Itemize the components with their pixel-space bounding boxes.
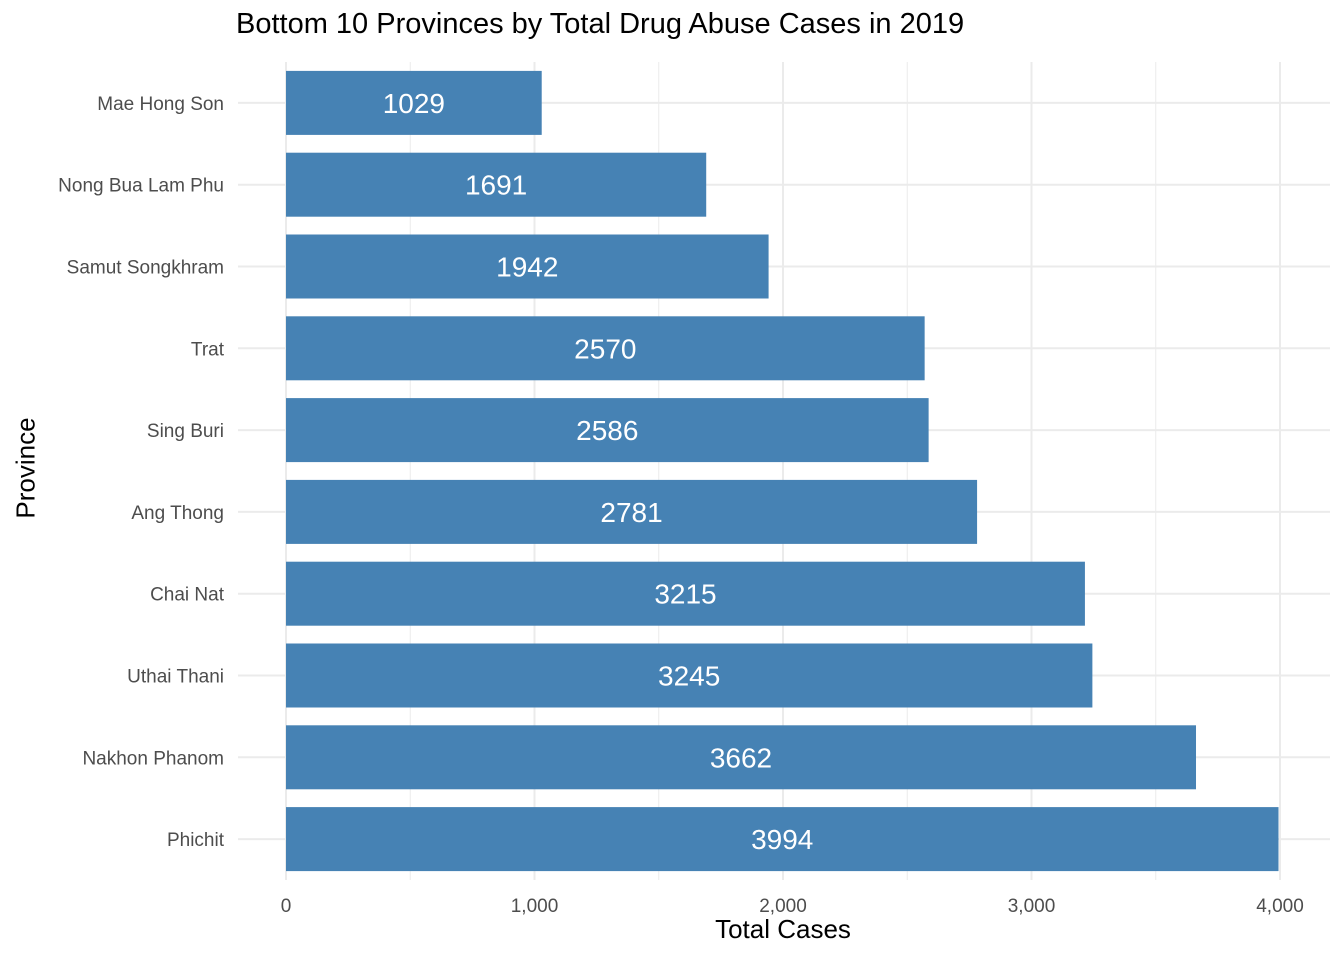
x-axis-title: Total Cases	[715, 914, 851, 944]
data-label: 2586	[576, 415, 638, 446]
data-label: 3994	[751, 824, 813, 855]
bar	[286, 561, 1085, 626]
data-label: 2570	[574, 333, 636, 364]
bar	[286, 479, 978, 544]
x-tick-label: 3,000	[1008, 896, 1056, 917]
x-tick-label: 4,000	[1256, 896, 1304, 917]
chart-title: Bottom 10 Provinces by Total Drug Abuse …	[236, 8, 965, 40]
y-tick-label: Chai Nat	[150, 585, 225, 606]
data-label: 1691	[465, 170, 527, 201]
bar	[286, 152, 707, 217]
y-tick-label: Mae Hong Son	[97, 94, 224, 115]
x-tick-label: 1,000	[511, 896, 559, 917]
y-tick-label: Uthai Thani	[127, 667, 224, 688]
data-label: 2781	[600, 497, 662, 528]
y-tick-label: Trat	[191, 339, 225, 360]
bar	[286, 316, 925, 381]
data-label: 1942	[496, 252, 558, 283]
bar	[286, 643, 1093, 708]
bar	[286, 398, 929, 463]
y-tick-label: Phichit	[167, 830, 225, 851]
x-tick-label: 2,000	[759, 896, 807, 917]
bar	[286, 807, 1279, 872]
bar	[286, 234, 769, 299]
y-tick-label: Ang Thong	[131, 503, 224, 524]
y-tick-label: Nakhon Phanom	[82, 748, 224, 769]
y-tick-label: Sing Buri	[147, 421, 224, 442]
data-label: 3662	[710, 742, 772, 773]
data-label: 3245	[658, 661, 720, 692]
bar	[286, 725, 1197, 790]
data-label: 3215	[654, 579, 716, 610]
y-tick-label: Samut Songkhram	[67, 258, 224, 279]
bar	[286, 70, 542, 135]
data-label: 1029	[383, 88, 445, 119]
y-tick-label: Nong Bua Lam Phu	[58, 176, 224, 197]
x-tick-label: 0	[281, 896, 292, 917]
